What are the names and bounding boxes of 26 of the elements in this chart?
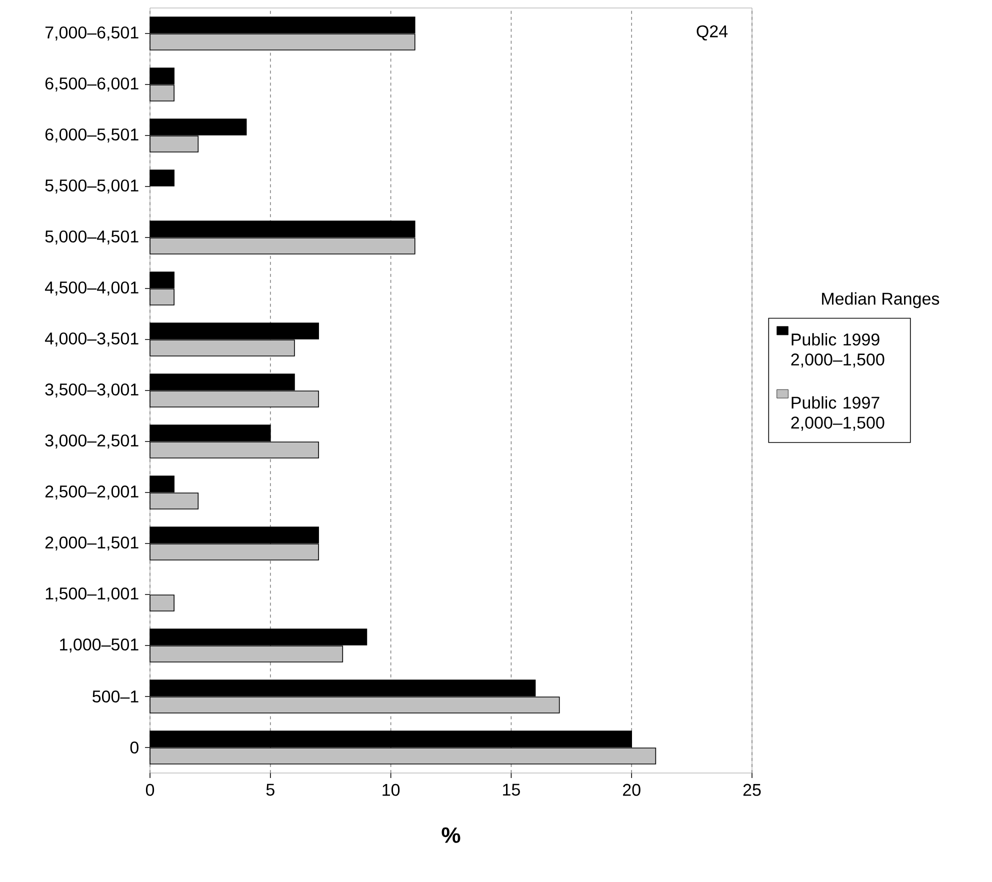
y-tick-label: 3,500–3,001 — [45, 383, 138, 398]
y-tick-label: 2,000–1,501 — [45, 536, 138, 551]
x-tick-label: 5 — [266, 784, 274, 796]
y-tick-label: 5,000–4,501 — [45, 230, 138, 245]
y-tick-label: 1,500–1,001 — [46, 587, 138, 602]
legend-label: Public 1999 2,000–1,500 — [791, 333, 884, 368]
y-tick-label: 2,500–2,001 — [45, 485, 138, 500]
x-tick-label: 10 — [382, 784, 400, 796]
y-tick-label: 3,000–2,501 — [45, 434, 138, 449]
x-tick-label: 20 — [623, 784, 640, 796]
y-tick-label: 0 — [130, 741, 138, 754]
y-tick-label: 500–1 — [92, 690, 138, 703]
annotation: Q24 — [696, 25, 728, 40]
x-tick-label: 0 — [146, 784, 154, 796]
x-tick-label: 25 — [743, 784, 761, 796]
y-tick-label: 6,500–6,001 — [45, 77, 138, 92]
y-tick-label: 4,500–4,001 — [44, 281, 138, 296]
y-tick-label: 6,000–5,501 — [45, 128, 138, 143]
y-tick-label: 7,000–6,501 — [45, 26, 138, 41]
y-tick-label: 1,000–501 — [60, 638, 138, 653]
x-axis-title: % — [442, 827, 460, 843]
legend-title: Median Ranges — [822, 292, 940, 308]
y-tick-label: 5,500–5,001 — [45, 179, 138, 194]
y-tick-label: 4,000–3,501 — [44, 332, 138, 347]
legend-label: Public 1997 2,000–1,500 — [791, 396, 884, 431]
x-tick-label: 15 — [503, 784, 520, 796]
